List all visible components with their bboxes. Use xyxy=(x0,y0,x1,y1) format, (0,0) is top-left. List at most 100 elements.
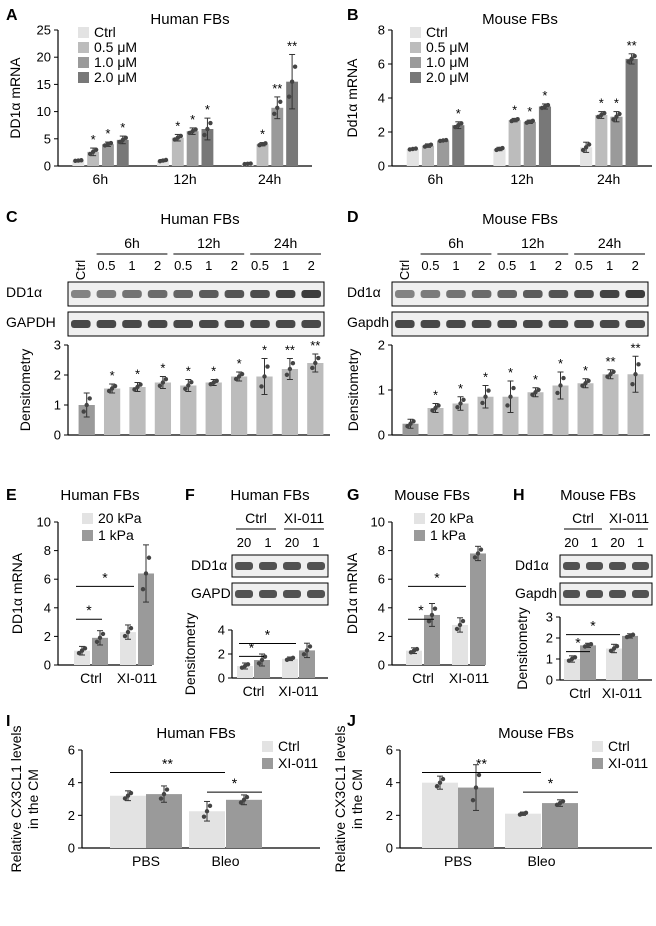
panel-title: Human FBs xyxy=(156,725,235,742)
y-tick-label: 3 xyxy=(54,338,61,353)
significance-star: * xyxy=(91,132,96,147)
y-tick-label: 6 xyxy=(378,57,385,72)
bar-0.5μM xyxy=(87,151,100,166)
bar xyxy=(205,382,222,435)
x-tick-label: 12h xyxy=(173,171,196,187)
bar-1.0μM xyxy=(610,116,623,166)
significance-star: * xyxy=(418,602,424,618)
blot-band xyxy=(420,290,441,298)
panel-letter: C xyxy=(6,209,18,226)
bar-Ctrl xyxy=(422,782,458,848)
x-tick-label: Ctrl xyxy=(412,670,434,686)
lane-label: 20 xyxy=(285,535,299,550)
legend-swatch xyxy=(410,57,421,68)
data-point xyxy=(239,371,245,377)
blot-frame xyxy=(231,554,329,578)
data-point xyxy=(189,380,194,385)
bar-20 xyxy=(564,659,580,680)
panel-title: Mouse FBs xyxy=(560,487,636,504)
blot-frame xyxy=(559,582,653,606)
panel-letter: J xyxy=(347,713,356,730)
bar-Ctrl xyxy=(157,160,169,166)
blot-band xyxy=(563,590,580,598)
lane-label: Ctrl xyxy=(397,260,412,280)
data-point xyxy=(97,635,103,641)
lane-label: 1 xyxy=(637,535,644,550)
data-point xyxy=(290,361,296,366)
data-point xyxy=(265,364,270,369)
data-point xyxy=(140,587,146,592)
y-tick-label: 10 xyxy=(371,515,385,530)
data-point xyxy=(79,648,85,653)
group-label: XI-011 xyxy=(609,510,649,526)
data-point xyxy=(433,405,438,411)
significance-star: ** xyxy=(605,354,615,369)
x-tick-label: Ctrl xyxy=(569,685,591,701)
lane-label: 0.5 xyxy=(498,258,516,273)
data-point xyxy=(455,405,460,410)
bar xyxy=(427,408,444,435)
blot-band xyxy=(96,320,117,328)
y-tick-label: 20 xyxy=(37,50,51,65)
y-tick-label: 4 xyxy=(44,600,51,615)
data-point xyxy=(443,137,449,143)
y-axis-label: DD1α mRNA xyxy=(344,552,360,634)
data-point xyxy=(207,803,213,809)
panel-title: Mouse FBs xyxy=(498,725,574,742)
data-point xyxy=(478,547,484,552)
data-point xyxy=(608,372,613,377)
data-point xyxy=(432,606,438,611)
data-point xyxy=(132,387,137,392)
blot-band xyxy=(259,590,277,598)
data-point xyxy=(122,633,128,639)
data-point xyxy=(508,394,513,399)
bar xyxy=(527,392,544,435)
significance-star: * xyxy=(512,102,517,117)
lane-label: 1 xyxy=(452,258,459,273)
data-point xyxy=(434,784,440,789)
data-point xyxy=(472,555,478,560)
lane-label: 1 xyxy=(128,258,135,273)
blot-band xyxy=(250,290,270,298)
blot-band xyxy=(275,320,296,328)
bar-1.0μM xyxy=(102,144,114,166)
legend-label: 1.0 μM xyxy=(426,54,469,70)
blot-row-label: Dd1α xyxy=(515,557,549,573)
data-point xyxy=(614,114,619,119)
significance-star: * xyxy=(527,104,532,119)
data-point xyxy=(286,94,292,99)
y-tick-label: 0 xyxy=(68,841,75,856)
data-point xyxy=(94,639,100,644)
bar-XI-011 xyxy=(542,803,578,848)
data-point xyxy=(164,787,170,792)
blot-band xyxy=(307,590,325,598)
data-point xyxy=(256,661,262,666)
bar-1kPa xyxy=(424,614,440,665)
data-point xyxy=(123,135,128,140)
y-axis-label: Relative CX3CL1 levels xyxy=(332,725,348,872)
legend-swatch xyxy=(262,758,273,769)
legend-label: 2.0 μM xyxy=(426,69,469,85)
data-point xyxy=(160,380,166,385)
legend-swatch xyxy=(410,27,421,38)
data-point xyxy=(304,648,310,653)
blot-band xyxy=(599,290,620,298)
data-point xyxy=(310,365,315,371)
y-tick-label: 4 xyxy=(378,91,385,106)
data-point xyxy=(79,158,84,163)
blot-band xyxy=(523,290,543,298)
x-tick-label: XI-011 xyxy=(117,670,157,686)
significance-star: ** xyxy=(627,38,637,53)
data-point xyxy=(278,99,283,105)
legend-swatch xyxy=(82,530,93,541)
data-point xyxy=(128,625,134,631)
group-label: Ctrl xyxy=(245,510,267,526)
panel-title: Mouse FBs xyxy=(482,211,558,228)
blot-band xyxy=(283,590,301,598)
blot-band xyxy=(625,320,645,328)
legend-swatch xyxy=(78,72,89,83)
blot-band xyxy=(259,562,277,570)
bar-1.0μM xyxy=(186,131,199,166)
data-point xyxy=(122,796,128,801)
y-tick-label: 0 xyxy=(378,658,385,673)
